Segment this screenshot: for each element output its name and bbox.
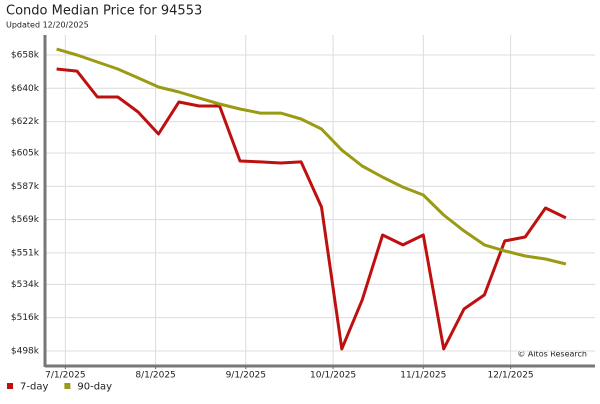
x-tick-label: 12/1/2025 — [488, 371, 534, 381]
x-tick-label: 8/1/2025 — [135, 371, 175, 381]
legend-label: 90-day — [77, 382, 112, 393]
y-tick-label: $498k — [11, 346, 40, 356]
y-tick-label: $605k — [11, 149, 40, 159]
x-tick-label: 11/1/2025 — [400, 371, 446, 381]
x-tick-label: 10/1/2025 — [310, 371, 356, 381]
y-tick-label: $516k — [11, 313, 40, 323]
legend-label: 7-day — [20, 382, 48, 393]
chart-subtitle: Updated 12/20/2025 — [6, 21, 89, 30]
y-tick-label: $640k — [11, 84, 40, 94]
y-tick-label: $569k — [11, 215, 40, 225]
y-tick-label: $587k — [11, 182, 40, 192]
chart-title: Condo Median Price for 94553 — [6, 4, 202, 19]
series-line — [56, 47, 567, 266]
y-tick-label: $551k — [11, 248, 40, 258]
legend-swatch — [7, 383, 13, 389]
x-tick-label: 9/1/2025 — [226, 371, 266, 381]
x-tick-label: 7/1/2025 — [45, 371, 85, 381]
legend-swatch — [64, 383, 71, 389]
y-tick-label: $622k — [11, 117, 40, 127]
y-tick-label: $534k — [11, 280, 40, 290]
y-tick-label: $658k — [11, 50, 40, 60]
series-line — [56, 67, 567, 351]
watermark: © Altos Research — [517, 350, 587, 359]
